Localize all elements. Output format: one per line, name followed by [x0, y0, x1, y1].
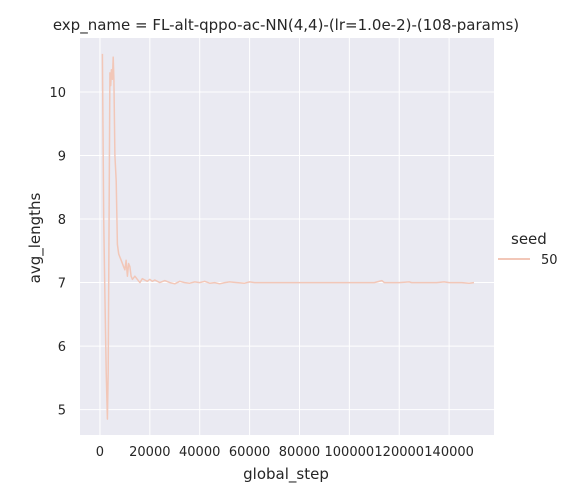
- y-tick-label: 10: [49, 86, 66, 101]
- x-tick-label: 140000: [424, 445, 474, 460]
- y-tick-label: 5: [58, 404, 66, 419]
- grid-lines: [80, 38, 494, 435]
- x-axis-label: global_step: [243, 465, 329, 484]
- y-tick-label: 6: [58, 340, 66, 355]
- y-axis-label: avg_lengths: [26, 192, 45, 283]
- x-tick-label: 40000: [179, 445, 220, 460]
- y-axis-ticks: 5 6 7 8 9 10: [49, 86, 66, 419]
- x-tick-label: 20000: [129, 445, 170, 460]
- x-tick-label: 120000: [374, 445, 424, 460]
- legend: seed 50: [498, 230, 558, 268]
- x-axis-ticks: 0 20000 40000 60000 80000 100000 120000 140000: [96, 445, 474, 460]
- series-line-50: [101, 53, 475, 420]
- y-tick-label: 8: [58, 213, 66, 228]
- plot-area: [80, 38, 494, 435]
- legend-title: seed: [511, 230, 547, 248]
- series-lines: [101, 53, 475, 420]
- chart-title: exp_name = FL-alt-qppo-ac-NN(4,4)-(lr=1.…: [53, 16, 519, 35]
- y-tick-label: 9: [58, 150, 66, 165]
- y-tick-label: 7: [58, 277, 66, 292]
- x-tick-label: 80000: [279, 445, 320, 460]
- x-tick-label: 100000: [325, 445, 375, 460]
- x-tick-label: 60000: [229, 445, 270, 460]
- legend-entry-50: 50: [541, 253, 558, 268]
- x-tick-label: 0: [96, 445, 104, 460]
